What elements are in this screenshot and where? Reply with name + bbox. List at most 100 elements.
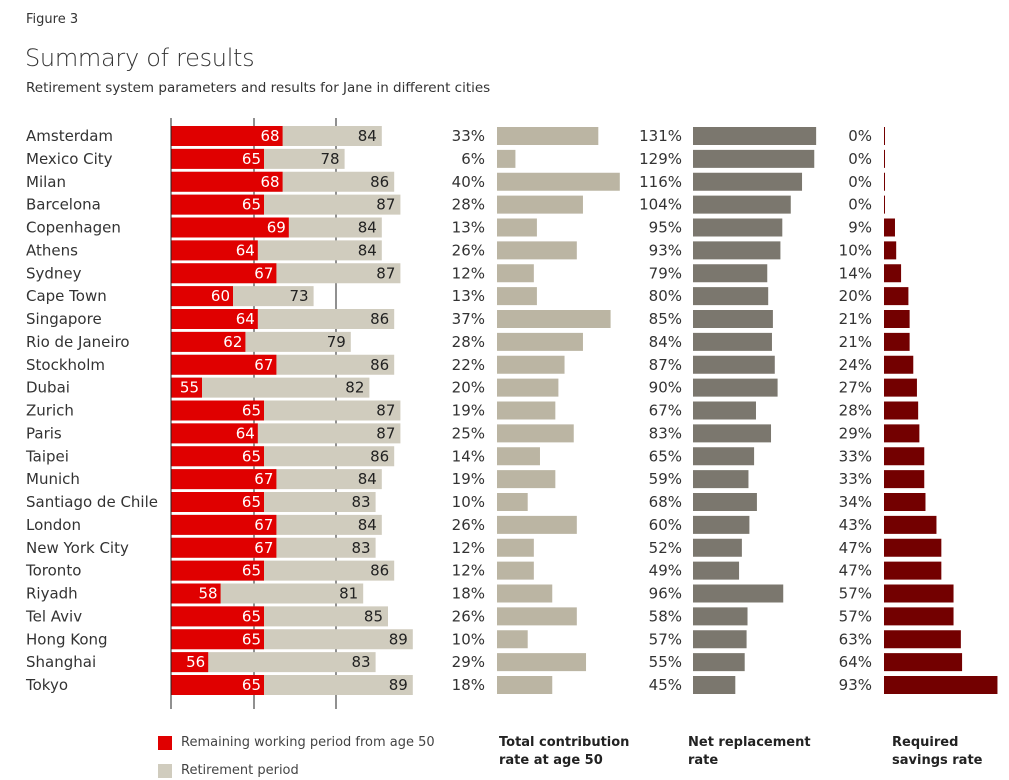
- replacement-rate-label: 85%: [649, 310, 682, 328]
- contribution-rate-bar: [497, 561, 534, 580]
- savings-rate-label: 0%: [848, 150, 872, 168]
- city-label: Copenhagen: [26, 219, 121, 237]
- retirement-age-label: 67: [254, 264, 273, 282]
- contribution-rate-bar: [497, 378, 559, 397]
- replacement-rate-bar: [693, 561, 740, 580]
- contribution-rate-bar: [497, 172, 620, 191]
- retirement-age-label: 67: [254, 470, 273, 488]
- contribution-rate-label: 10%: [452, 630, 485, 648]
- savings-rate-bar: [884, 332, 910, 351]
- contribution-rate-bar: [497, 607, 577, 626]
- life-expectancy-label: 82: [345, 379, 364, 397]
- working-period-bar: [171, 629, 264, 650]
- life-expectancy-label: 86: [370, 310, 389, 328]
- retirement-age-label: 67: [254, 539, 273, 557]
- life-expectancy-label: 86: [370, 356, 389, 374]
- contribution-rate-label: 19%: [452, 470, 485, 488]
- replacement-rate-label: 65%: [649, 447, 682, 465]
- replacement-rate-label: 80%: [649, 287, 682, 305]
- life-expectancy-label: 84: [358, 241, 377, 259]
- savings-rate-bar: [884, 607, 954, 626]
- city-label: Athens: [26, 241, 78, 259]
- life-expectancy-label: 84: [358, 470, 377, 488]
- life-expectancy-label: 73: [290, 287, 309, 305]
- retirement-age-label: 65: [242, 402, 261, 420]
- life-expectancy-label: 89: [389, 630, 408, 648]
- contribution-rate-label: 26%: [452, 516, 485, 534]
- working-period-bar: [171, 606, 264, 627]
- replacement-rate-label: 83%: [649, 424, 682, 442]
- column-header-savings-line2: savings rate: [892, 753, 983, 768]
- city-label: Tel Aviv: [25, 607, 82, 625]
- savings-rate-bar: [884, 493, 926, 511]
- replacement-rate-label: 60%: [649, 516, 682, 534]
- column-header-contribution-line2: rate at age 50: [499, 753, 603, 768]
- savings-rate-label: 64%: [839, 653, 872, 671]
- replacement-rate-label: 84%: [649, 333, 682, 351]
- contribution-rate-label: 12%: [452, 264, 485, 282]
- replacement-rate-bar: [693, 287, 769, 306]
- replacement-rate-label: 79%: [649, 264, 682, 282]
- working-period-bar: [171, 194, 264, 215]
- column-header-savings-line1: Required: [892, 735, 959, 750]
- working-period-bar: [171, 400, 264, 421]
- city-label: Shanghai: [26, 653, 96, 671]
- replacement-rate-label: 59%: [649, 470, 682, 488]
- savings-rate-bar: [884, 218, 895, 237]
- contribution-rate-label: 18%: [452, 676, 485, 694]
- retirement-age-label: 65: [242, 562, 261, 580]
- replacement-rate-bar: [693, 264, 768, 283]
- replacement-rate-bar: [693, 378, 778, 397]
- contribution-rate-bar: [497, 470, 556, 489]
- replacement-rate-label: 129%: [639, 150, 682, 168]
- contribution-rate-label: 13%: [452, 287, 485, 305]
- contribution-rate-label: 19%: [452, 402, 485, 420]
- savings-rate-label: 33%: [839, 447, 872, 465]
- figure-label: Figure 3: [26, 12, 79, 27]
- city-label: Singapore: [26, 310, 102, 328]
- replacement-rate-label: 90%: [649, 379, 682, 397]
- life-expectancy-label: 84: [358, 516, 377, 534]
- contribution-rate-bar: [497, 424, 574, 443]
- savings-rate-label: 47%: [839, 562, 872, 580]
- contribution-rate-label: 40%: [452, 173, 485, 191]
- city-label: Santiago de Chile: [26, 493, 158, 511]
- savings-rate-bar: [884, 355, 914, 374]
- life-expectancy-label: 84: [358, 219, 377, 237]
- contribution-rate-bar: [497, 676, 553, 694]
- contribution-rate-label: 13%: [452, 219, 485, 237]
- savings-rate-label: 29%: [839, 424, 872, 442]
- contribution-rate-bar: [497, 332, 583, 351]
- life-expectancy-label: 86: [370, 447, 389, 465]
- retirement-age-label: 62: [223, 333, 242, 351]
- column-header-replacement-line1: Net replacement: [688, 735, 811, 750]
- life-expectancy-label: 84: [358, 127, 377, 145]
- savings-rate-label: 34%: [839, 493, 872, 511]
- column-header-replacement-line2: rate: [688, 753, 719, 768]
- contribution-rate-label: 28%: [452, 196, 485, 214]
- city-label: Tokyo: [25, 676, 68, 694]
- savings-rate-bar: [884, 172, 885, 191]
- replacement-rate-bar: [693, 538, 742, 557]
- contribution-rate-bar: [497, 264, 534, 283]
- contribution-rate-label: 14%: [452, 447, 485, 465]
- city-label: Toronto: [25, 562, 81, 580]
- savings-rate-bar: [884, 401, 919, 420]
- savings-rate-bar: [884, 310, 910, 328]
- city-label: Rio de Janeiro: [26, 333, 130, 351]
- retirement-age-label: 56: [186, 653, 205, 671]
- retirement-age-label: 67: [254, 356, 273, 374]
- contribution-rate-bar: [497, 355, 565, 374]
- replacement-rate-label: 93%: [649, 241, 682, 259]
- savings-rate-bar: [884, 424, 920, 443]
- replacement-rate-label: 55%: [649, 653, 682, 671]
- replacement-rate-bar: [693, 653, 745, 672]
- working-period-bar: [171, 331, 246, 352]
- retirement-age-label: 65: [242, 150, 261, 168]
- savings-rate-label: 0%: [848, 196, 872, 214]
- working-period-bar: [171, 354, 277, 375]
- city-label: Cape Town: [26, 287, 107, 305]
- contribution-rate-bar: [497, 241, 577, 260]
- replacement-rate-label: 58%: [649, 607, 682, 625]
